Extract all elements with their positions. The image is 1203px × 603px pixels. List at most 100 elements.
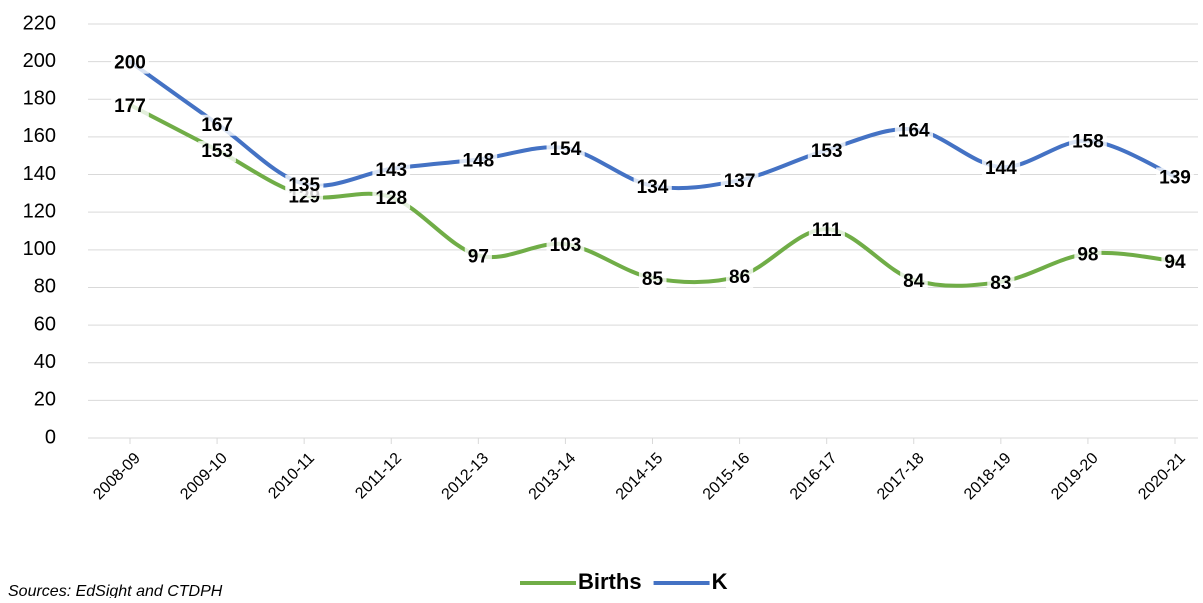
data-label-bg bbox=[638, 269, 667, 291]
x-tick-label: 2019-20 bbox=[1048, 450, 1102, 504]
data-label: 164 bbox=[898, 120, 930, 141]
legend-label: Births bbox=[578, 569, 642, 594]
data-label: 144 bbox=[985, 158, 1017, 179]
y-tick-label: 20 bbox=[34, 389, 56, 411]
data-label-bg bbox=[372, 188, 411, 210]
data-label-bg bbox=[987, 272, 1015, 294]
data-label: 86 bbox=[729, 267, 750, 288]
data-label-group: 143 bbox=[372, 159, 411, 181]
data-label: 84 bbox=[903, 271, 925, 292]
data-label: 137 bbox=[724, 171, 756, 192]
data-label-bg bbox=[981, 158, 1021, 180]
y-tick-label: 80 bbox=[34, 276, 56, 298]
data-label-group: 98 bbox=[1074, 244, 1102, 266]
x-tick-label: 2016-17 bbox=[787, 450, 841, 504]
data-label-bg bbox=[1074, 244, 1102, 266]
y-tick-label: 40 bbox=[34, 351, 56, 373]
source-note: Sources: EdSight and CTDPH bbox=[8, 583, 223, 598]
y-tick-label: 140 bbox=[23, 163, 56, 185]
x-tick-label: 2018-19 bbox=[961, 450, 1015, 504]
x-tick-label: 2008-09 bbox=[90, 450, 144, 504]
data-label-group: 85 bbox=[638, 269, 667, 291]
data-label: 153 bbox=[811, 141, 843, 162]
data-label-bg bbox=[464, 246, 492, 268]
y-tick-label: 180 bbox=[23, 88, 56, 110]
data-label-bg bbox=[633, 176, 672, 198]
data-label: 98 bbox=[1077, 245, 1098, 266]
data-label-group: 137 bbox=[720, 171, 759, 193]
data-label-group: 144 bbox=[981, 158, 1021, 180]
data-label-bg bbox=[894, 120, 934, 142]
data-label-group: 158 bbox=[1069, 131, 1107, 153]
data-label-bg bbox=[111, 52, 149, 74]
data-label-group: 154 bbox=[546, 139, 585, 161]
data-label-bg bbox=[111, 95, 149, 117]
data-label-group: 139 bbox=[1156, 167, 1194, 189]
x-tick-label: 2015-16 bbox=[700, 450, 754, 504]
y-tick-label: 100 bbox=[23, 238, 56, 260]
data-label-group: 111 bbox=[808, 220, 845, 242]
data-label-group: 164 bbox=[894, 120, 934, 142]
data-label-group: 135 bbox=[285, 174, 324, 196]
data-label-group: 128 bbox=[372, 188, 411, 210]
data-label-bg bbox=[546, 139, 585, 161]
data-label: 139 bbox=[1159, 167, 1191, 188]
data-label-group: 97 bbox=[464, 246, 492, 268]
data-label: 167 bbox=[201, 115, 233, 136]
y-tick-label: 220 bbox=[23, 12, 56, 34]
data-label-group: 177 bbox=[111, 95, 149, 117]
data-label-group: 167 bbox=[198, 114, 236, 136]
data-label-bg bbox=[372, 159, 411, 181]
data-label: 111 bbox=[812, 220, 842, 241]
x-tick-label: 2020-21 bbox=[1135, 450, 1189, 504]
data-label: 134 bbox=[637, 177, 669, 198]
y-tick-label: 0 bbox=[45, 426, 56, 448]
data-label-bg bbox=[546, 235, 585, 257]
data-label: 143 bbox=[375, 160, 407, 181]
data-label-group: 153 bbox=[807, 141, 846, 163]
data-label-bg bbox=[1161, 252, 1189, 274]
data-label: 200 bbox=[114, 53, 146, 74]
x-tick-label: 2014-15 bbox=[613, 450, 667, 504]
data-label-bg bbox=[198, 141, 236, 163]
y-tick-label: 60 bbox=[34, 313, 56, 335]
data-label-bg bbox=[807, 141, 846, 163]
data-label: 154 bbox=[550, 139, 582, 160]
data-label-group: 86 bbox=[726, 267, 754, 289]
data-label-bg bbox=[1156, 167, 1194, 189]
data-label-bg bbox=[900, 270, 928, 292]
data-label: 128 bbox=[375, 188, 407, 209]
legend-label: K bbox=[712, 569, 728, 594]
data-label-group: 200 bbox=[111, 52, 149, 74]
data-label: 103 bbox=[550, 235, 582, 256]
data-label-bg bbox=[459, 150, 498, 172]
data-label-group: 94 bbox=[1161, 252, 1189, 274]
data-label: 85 bbox=[642, 269, 664, 290]
x-tick-label: 2013-14 bbox=[526, 450, 580, 504]
y-tick-label: 120 bbox=[23, 200, 56, 222]
y-tick-label: 160 bbox=[23, 125, 56, 147]
x-tick-label: 2009-10 bbox=[177, 450, 231, 504]
data-label-group: 83 bbox=[987, 272, 1015, 294]
data-label-bg bbox=[808, 220, 845, 242]
data-label: 97 bbox=[468, 246, 489, 267]
data-label-group: 148 bbox=[459, 150, 498, 172]
x-tick-label: 2017-18 bbox=[874, 450, 928, 504]
x-tick-label: 2011-12 bbox=[352, 450, 405, 503]
data-label-group: 153 bbox=[198, 141, 236, 163]
data-label-bg bbox=[285, 174, 324, 196]
x-tick-label: 2012-13 bbox=[439, 450, 493, 504]
data-label: 148 bbox=[462, 151, 494, 172]
data-label-bg bbox=[1069, 131, 1107, 153]
data-label: 158 bbox=[1072, 132, 1104, 153]
data-label-bg bbox=[726, 267, 754, 289]
data-label: 94 bbox=[1164, 252, 1186, 273]
x-tick-label: 2010-11 bbox=[265, 450, 318, 503]
data-label-bg bbox=[720, 171, 759, 193]
data-label: 83 bbox=[990, 273, 1011, 294]
data-label-group: 103 bbox=[546, 235, 585, 257]
data-label: 135 bbox=[288, 175, 320, 196]
data-label: 153 bbox=[201, 141, 233, 162]
